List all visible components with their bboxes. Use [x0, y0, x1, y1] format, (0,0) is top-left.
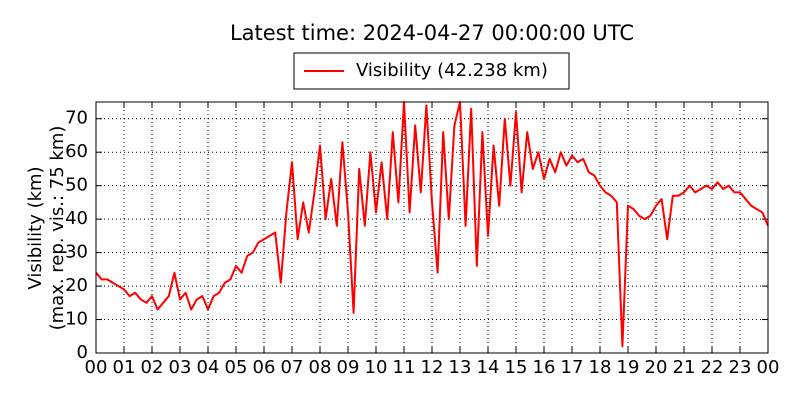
x-tick-label: 19 — [617, 357, 640, 378]
y-tick-label: 70 — [65, 108, 88, 129]
x-tick-label: 20 — [645, 357, 668, 378]
x-tick-label: 02 — [141, 357, 164, 378]
y-tick-label: 50 — [65, 175, 88, 196]
x-tick-label: 09 — [337, 357, 360, 378]
y-tick-label: 0 — [77, 342, 88, 363]
plot-frame — [95, 101, 769, 354]
x-tick-label: 07 — [281, 357, 304, 378]
y-tick-label: 60 — [65, 141, 88, 162]
chart-title: Latest time: 2024-04-27 00:00:00 UTC — [230, 21, 634, 45]
x-tick-label: 11 — [393, 357, 416, 378]
y-axis-label: Visibility (km) — [25, 166, 46, 289]
legend-label: Visibility (42.238 km) — [356, 60, 548, 81]
x-tick-label: 03 — [169, 357, 192, 378]
y-tick-label: 10 — [65, 309, 88, 330]
y-tick-label: 30 — [65, 242, 88, 263]
x-tick-label: 00 — [85, 357, 108, 378]
x-tick-label: 23 — [729, 357, 752, 378]
y-tick-label: 20 — [65, 275, 88, 296]
y-tick-label: 40 — [65, 208, 88, 229]
x-tick-label: 08 — [309, 357, 332, 378]
x-tick-label: 15 — [505, 357, 528, 378]
x-tick-label: 01 — [113, 357, 136, 378]
x-tick-label: 14 — [477, 357, 500, 378]
x-tick-label: 16 — [533, 357, 556, 378]
x-tick-label: 05 — [225, 357, 248, 378]
x-tick-label: 12 — [421, 357, 444, 378]
x-tick-label: 00 — [757, 357, 780, 378]
data-line — [95, 101, 769, 348]
x-tick-label: 06 — [253, 357, 276, 378]
y-axis-label: (max. rep. vis.: 75 km) — [47, 126, 68, 331]
x-tick-label: 18 — [589, 357, 612, 378]
x-tick-label: 17 — [561, 357, 584, 378]
x-tick-label: 13 — [449, 357, 472, 378]
x-tick-label: 04 — [197, 357, 220, 378]
x-tick-label: 10 — [365, 357, 388, 378]
legend-box — [293, 52, 570, 90]
x-tick-label: 21 — [673, 357, 696, 378]
x-tick-label: 22 — [701, 357, 724, 378]
